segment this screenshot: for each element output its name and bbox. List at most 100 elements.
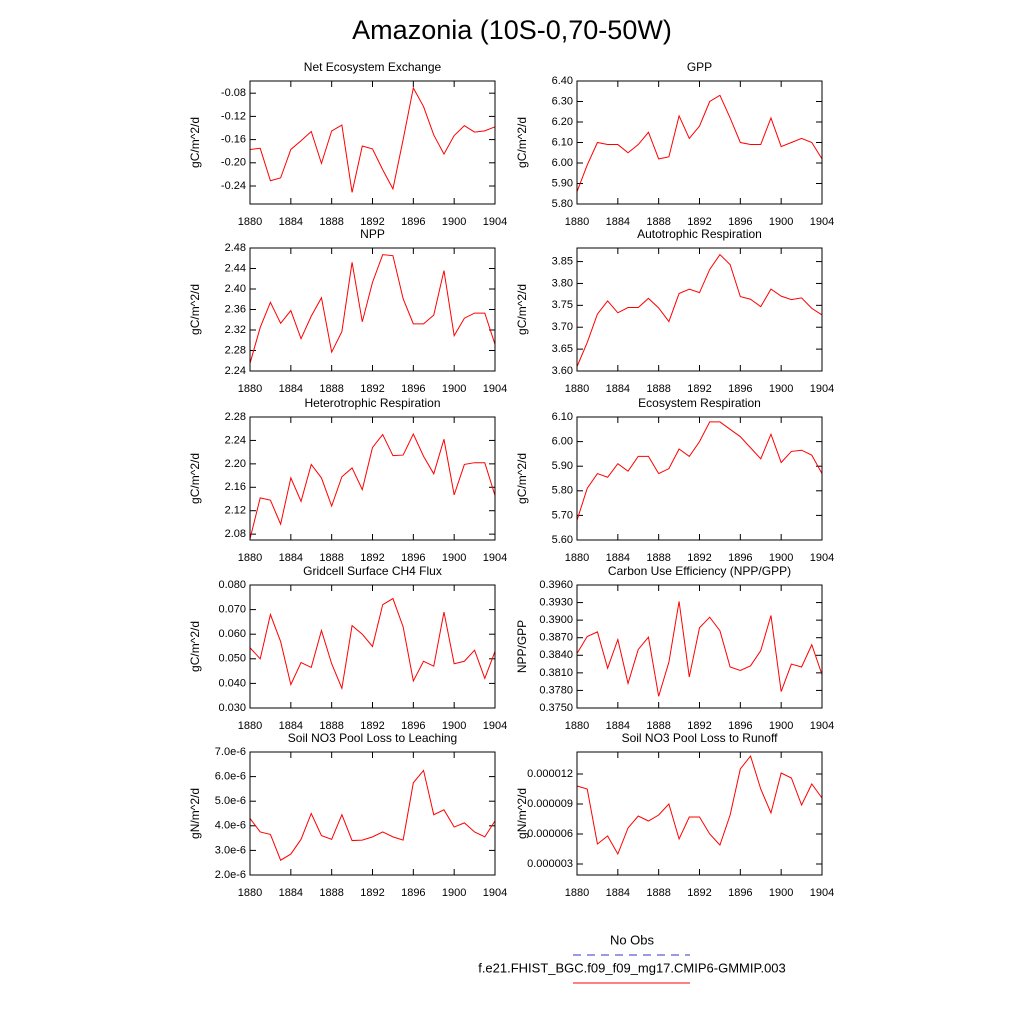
y-axis-label: gC/m^2/d: [188, 117, 202, 168]
x-tick-label: 1880: [565, 552, 589, 564]
x-tick-label: 1904: [810, 720, 834, 732]
panel-title: Gridcell Surface CH4 Flux: [303, 564, 442, 578]
y-tick-label: 2.28: [225, 344, 246, 356]
data-line: [576, 421, 823, 521]
x-tick-label: 1904: [810, 383, 834, 395]
x-tick-label: 1900: [769, 720, 793, 732]
panel: Ecosystem Respiration gC/m^2/d 1880 1884 188…: [515, 396, 834, 564]
x-tick-label: 1884: [606, 720, 630, 732]
y-tick-label: -0.20: [221, 157, 246, 169]
panel: Soil NO3 Pool Loss to Runoff gN/m^2/d 1880…: [515, 731, 834, 899]
data-line: [249, 432, 496, 539]
x-tick-label: 1892: [687, 887, 711, 899]
plot-frame: [249, 751, 496, 876]
plot-frame: [576, 80, 823, 205]
y-tick-label: -0.08: [221, 87, 246, 99]
panel-title: Autotrophic Respiration: [637, 227, 762, 241]
x-tick-label: 1884: [606, 887, 630, 899]
y-tick-label: 2.28: [225, 411, 246, 423]
x-tick-label: 1888: [646, 383, 670, 395]
x-tick-label: 1904: [483, 720, 507, 732]
x-tick-label: 1884: [606, 216, 630, 228]
plot-frame: [249, 584, 496, 709]
y-tick-label: 0.3870: [539, 632, 573, 644]
x-tick-label: 1900: [442, 552, 466, 564]
x-tick-label: 1892: [360, 216, 384, 228]
y-tick-label: 2.44: [225, 262, 246, 274]
y-tick-label: 0.3900: [539, 614, 573, 626]
y-tick-label: 6.30: [552, 95, 573, 107]
y-tick-label: 2.16: [225, 481, 246, 493]
y-tick-label: 6.20: [552, 116, 573, 128]
x-tick-label: 1896: [401, 216, 425, 228]
x-tick-label: 1900: [769, 887, 793, 899]
x-tick-label: 1892: [687, 383, 711, 395]
y-tick-label: 5.0e-6: [215, 795, 246, 807]
legend-label: f.e21.FHIST_BGC.f09_f09_mg17.CMIP6-GMMIP…: [478, 960, 786, 975]
y-tick-label: 2.48: [225, 242, 246, 254]
y-tick-label: 0.000006: [527, 828, 573, 840]
plot-frame: [576, 751, 823, 876]
y-tick-label: 0.060: [218, 628, 246, 640]
y-tick-label: 2.20: [225, 458, 246, 470]
panel: Heterotrophic Respiration gC/m^2/d 1880 188…: [188, 396, 507, 564]
panel-title: Heterotrophic Respiration: [304, 396, 440, 410]
x-tick-label: 1892: [360, 887, 384, 899]
plot-frame: [249, 247, 496, 372]
y-tick-label: 0.3960: [539, 579, 573, 591]
y-tick-label: 0.3780: [539, 684, 573, 696]
x-tick-label: 1904: [483, 216, 507, 228]
x-tick-label: 1884: [279, 216, 303, 228]
x-tick-label: 1900: [442, 720, 466, 732]
y-tick-label: 3.75: [552, 299, 573, 311]
x-tick-label: 1896: [401, 383, 425, 395]
y-tick-label: 6.40: [552, 75, 573, 87]
x-tick-label: 1900: [769, 216, 793, 228]
x-tick-label: 1880: [238, 216, 262, 228]
x-tick-label: 1896: [728, 552, 752, 564]
panel: Soil NO3 Pool Loss to Leaching gN/m^2/d 18…: [188, 731, 507, 899]
y-tick-label: 0.000012: [527, 768, 573, 780]
y-tick-label: 6.0e-6: [215, 771, 246, 783]
y-tick-label: 0.3930: [539, 596, 573, 608]
x-tick-label: 1888: [319, 552, 343, 564]
x-tick-label: 1880: [238, 887, 262, 899]
x-tick-label: 1880: [238, 383, 262, 395]
data-line: [576, 754, 823, 856]
data-line: [249, 597, 496, 691]
y-tick-label: 0.000003: [527, 858, 573, 870]
panel: Autotrophic Respiration gC/m^2/d 1880 1884 1…: [515, 227, 834, 395]
plot-frame: [249, 416, 496, 541]
panel: Net Ecosystem Exchange gC/m^2/d 1880 1884 18…: [188, 60, 507, 228]
data-line: [249, 769, 496, 861]
y-tick-label: 5.70: [552, 509, 573, 521]
y-tick-label: 5.80: [552, 485, 573, 497]
y-tick-label: 2.0e-6: [215, 869, 246, 881]
y-tick-label: 2.36: [225, 303, 246, 315]
x-tick-label: 1880: [565, 216, 589, 228]
y-axis-label: gC/m^2/d: [515, 284, 529, 335]
y-tick-label: 3.60: [552, 365, 573, 377]
x-tick-label: 1880: [565, 720, 589, 732]
x-tick-label: 1888: [319, 216, 343, 228]
legend-label: No Obs: [610, 932, 655, 947]
panel: GPP gC/m^2/d 1880 1884 1888 1892 1896 1900 1904 5…: [515, 60, 834, 228]
x-tick-label: 1892: [687, 720, 711, 732]
y-tick-label: 7.0e-6: [215, 746, 246, 758]
x-tick-label: 1880: [238, 552, 262, 564]
y-axis-label: gC/m^2/d: [515, 117, 529, 168]
data-line: [576, 253, 823, 367]
y-tick-label: 5.90: [552, 460, 573, 472]
panel-title: Soil NO3 Pool Loss to Runoff: [622, 731, 779, 745]
y-tick-label: 3.85: [552, 255, 573, 267]
y-tick-label: -0.16: [221, 134, 246, 146]
y-tick-label: 6.00: [552, 157, 573, 169]
y-axis-label: gC/m^2/d: [515, 453, 529, 504]
y-tick-label: 3.0e-6: [215, 844, 246, 856]
plot-frame: [576, 584, 823, 709]
panel-title: Soil NO3 Pool Loss to Leaching: [288, 731, 457, 745]
x-tick-label: 1892: [687, 552, 711, 564]
x-tick-label: 1880: [565, 887, 589, 899]
x-tick-label: 1896: [401, 552, 425, 564]
y-tick-label: 4.0e-6: [215, 820, 246, 832]
